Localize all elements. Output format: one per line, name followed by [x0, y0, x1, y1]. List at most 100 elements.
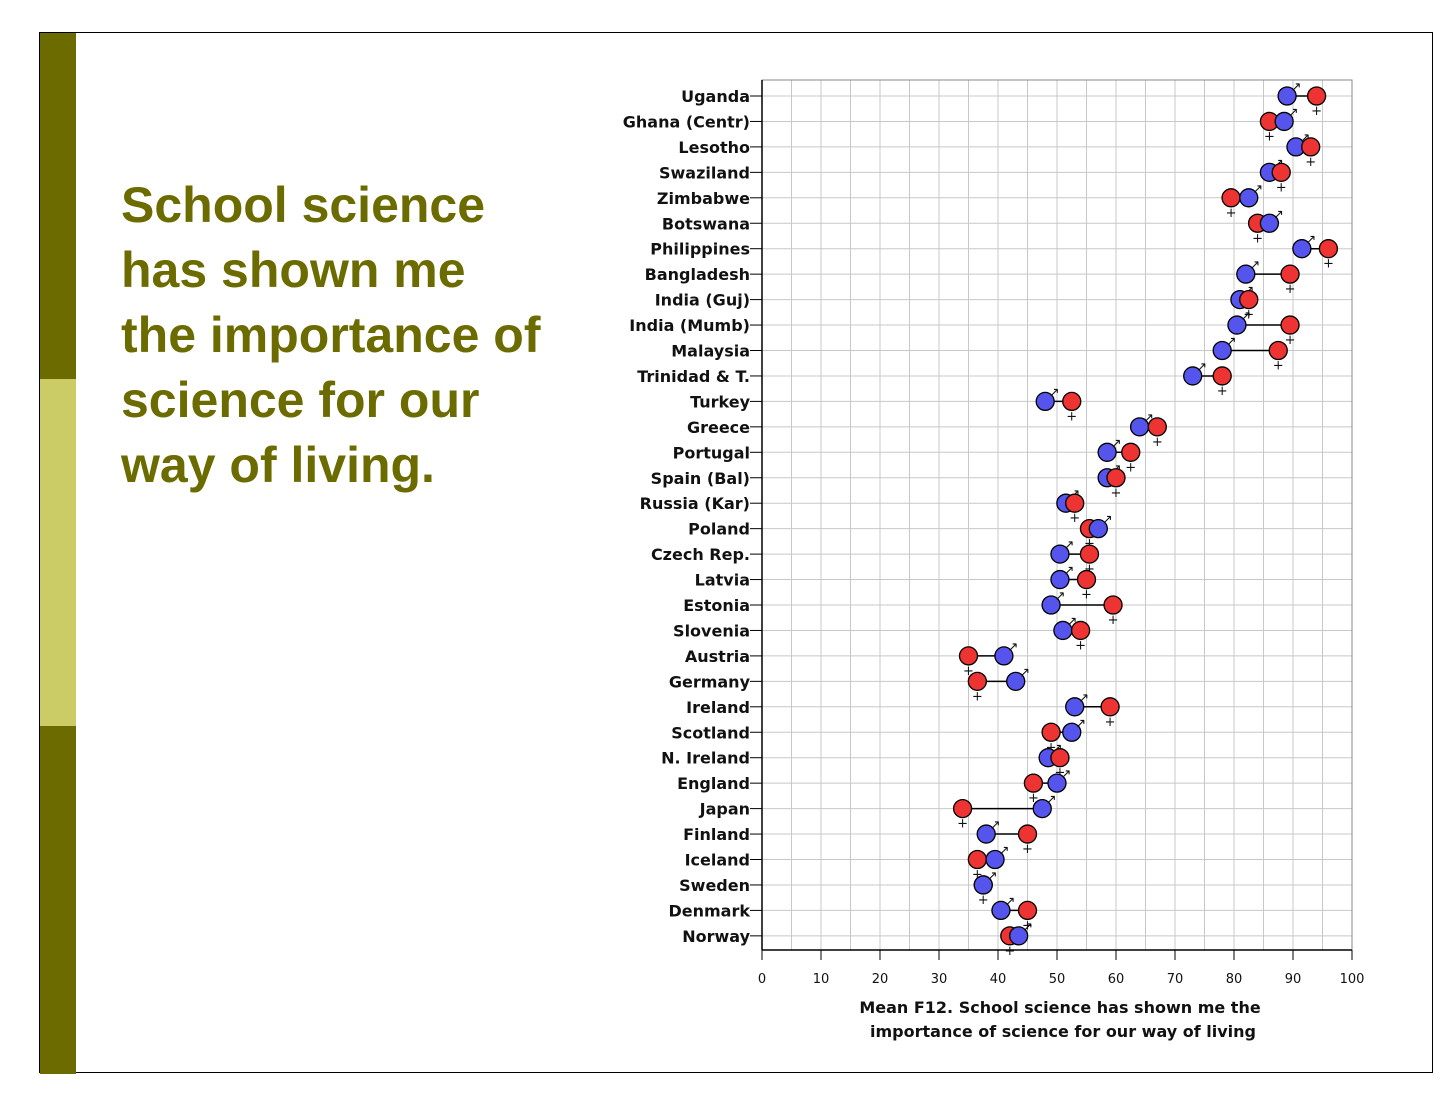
boy-point [973, 875, 993, 895]
accent-bar-middle [40, 379, 76, 726]
girl-point [1106, 468, 1126, 488]
male-symbol: ↗ [1249, 258, 1260, 273]
girl-point [967, 671, 987, 691]
country-label: England [677, 774, 750, 793]
country-label: Trinidad & T. [637, 367, 750, 386]
boy-point [1097, 442, 1117, 462]
country-label: Germany [669, 672, 751, 691]
boy-point [991, 900, 1011, 921]
male-symbol: ↗ [1299, 131, 1310, 146]
girl-point [1121, 442, 1141, 462]
male-symbol: ↗ [990, 818, 1001, 833]
boy-point [1292, 239, 1312, 259]
female-symbol: + [972, 689, 983, 704]
female-symbol: + [1046, 740, 1057, 755]
girl-point [1280, 315, 1300, 335]
x-tick-label: 90 [1285, 972, 1302, 987]
male-symbol: ↗ [1143, 411, 1154, 426]
country-label: Norway [682, 927, 750, 946]
country-label: Austria [685, 647, 750, 666]
boy-point [1050, 569, 1070, 590]
boy-point [994, 646, 1014, 666]
male-symbol: ↗ [1291, 80, 1302, 95]
girl-point [1023, 773, 1044, 793]
female-symbol: + [1069, 511, 1080, 526]
country-label: Japan [699, 800, 750, 819]
female-symbol: + [1075, 638, 1086, 653]
boy-point [1050, 544, 1070, 564]
x-axis: 0 10 20 30 40 50 60 70 80 90 100 [758, 950, 1365, 987]
country-label: Scotland [671, 723, 750, 742]
country-label: Botswana [662, 214, 750, 233]
x-tick-label: 50 [1049, 972, 1066, 987]
female-symbol: + [1022, 842, 1033, 857]
male-symbol: ↗ [1061, 767, 1072, 782]
boy-point [1239, 188, 1259, 208]
female-symbol: + [972, 868, 983, 883]
girl-point [1271, 162, 1291, 183]
girl-point [1147, 417, 1167, 437]
female-symbol: + [1084, 537, 1095, 552]
female-symbol: + [1105, 715, 1116, 730]
country-labels: Uganda Ghana (Centr) Lesotho Swaziland Zimba… [623, 87, 762, 946]
country-label: Ghana (Centr) [623, 112, 750, 131]
country-label: Bangladesh [645, 265, 750, 284]
boy-point [1259, 213, 1280, 233]
male-symbol: ↗ [1252, 182, 1263, 197]
country-label: Greece [687, 418, 750, 437]
accent-bar-top [40, 33, 76, 379]
country-label: Ireland [686, 698, 750, 717]
country-label: Finland [683, 825, 750, 844]
girl-point [1280, 264, 1300, 284]
male-symbol: ↗ [1063, 564, 1074, 579]
female-symbol: + [1243, 308, 1254, 323]
boy-point [1047, 773, 1067, 793]
female-symbol: + [1108, 613, 1119, 628]
country-label: Philippines [650, 240, 750, 259]
girl-point [1221, 188, 1241, 208]
boy-point [1088, 519, 1108, 539]
boy-point [1006, 671, 1026, 691]
boy-point [1274, 111, 1294, 132]
female-symbol: + [1022, 918, 1033, 933]
male-symbol: ↗ [1055, 589, 1066, 604]
female-symbol: + [1252, 231, 1263, 246]
x-tick-label: 80 [1226, 972, 1243, 987]
x-tick-label: 40 [990, 972, 1007, 987]
boy-point [1212, 340, 1232, 361]
girl-point [1017, 824, 1038, 844]
male-symbol: ↗ [1046, 793, 1057, 808]
boy-point [1065, 697, 1085, 717]
boy-point [985, 849, 1005, 870]
girl-point [1301, 137, 1321, 157]
boy-point [1227, 315, 1247, 335]
male-symbol: ↗ [1102, 513, 1113, 528]
girl-point [952, 798, 973, 819]
x-tick-label: 100 [1340, 972, 1365, 987]
x-tick-label: 30 [931, 972, 948, 987]
country-label: Latvia [695, 571, 750, 590]
boy-point [1062, 722, 1082, 742]
male-symbol: ↗ [1063, 538, 1074, 553]
boy-point [1183, 366, 1203, 386]
female-symbol: + [1323, 257, 1334, 272]
boy-point [1009, 926, 1029, 946]
male-symbol: ↗ [1305, 233, 1316, 248]
country-label: India (Guj) [655, 291, 750, 310]
country-label: Lesotho [678, 138, 750, 157]
x-tick-label: 70 [1167, 972, 1184, 987]
male-symbol: ↗ [1049, 385, 1060, 400]
male-symbol: ↗ [1226, 335, 1237, 350]
country-label: Denmark [668, 901, 750, 920]
female-symbol: + [1004, 944, 1015, 959]
male-symbol: ↗ [1111, 436, 1122, 451]
x-axis-label-line2: importance of science for our way of liv… [870, 1022, 1256, 1041]
female-symbol: + [1305, 155, 1316, 170]
girl-point [1070, 620, 1091, 641]
country-label: Swaziland [659, 163, 750, 182]
female-symbol: + [1125, 460, 1136, 475]
female-symbol: + [1264, 129, 1275, 144]
chart-grid [761, 79, 1353, 951]
boy-point [1041, 595, 1061, 615]
